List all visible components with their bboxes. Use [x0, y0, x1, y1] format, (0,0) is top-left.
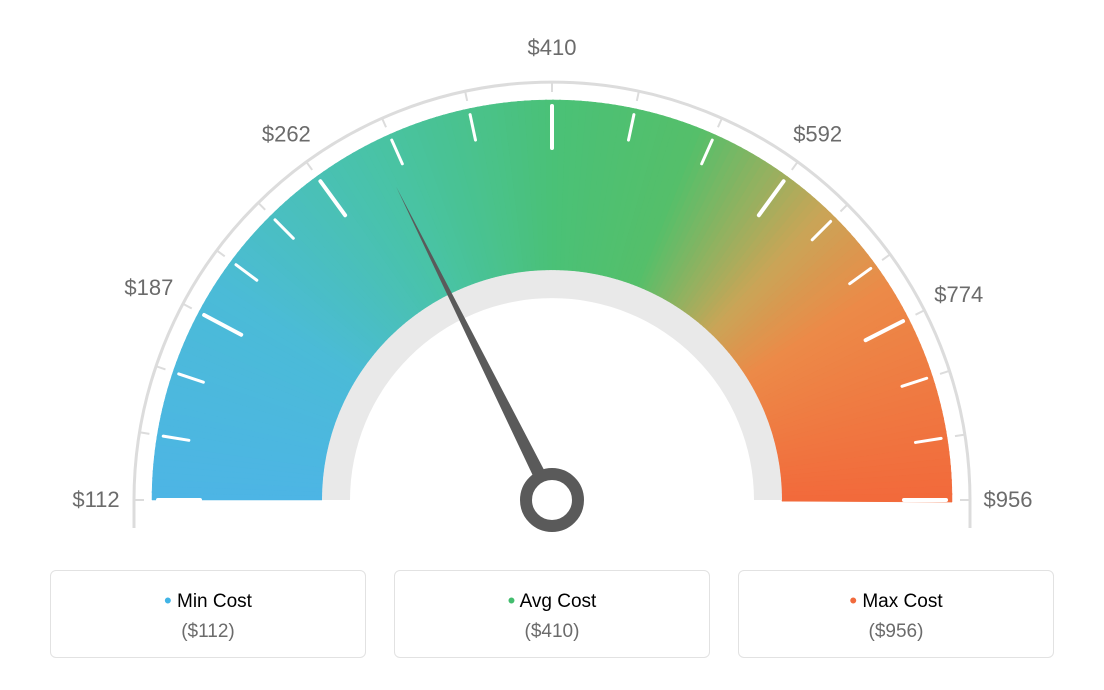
dot-icon: • [849, 588, 857, 613]
gauge-svg: $112 $187 $262 $410 $592 $774 $956 [0, 0, 1104, 560]
svg-text:$112: $112 [72, 487, 119, 512]
legend-max-value: ($956) [739, 621, 1053, 643]
svg-text:$592: $592 [793, 121, 842, 146]
svg-text:$187: $187 [124, 275, 173, 300]
legend-min-value: ($112) [51, 621, 365, 643]
svg-text:$774: $774 [934, 282, 983, 307]
legend-max-title: • Max Cost [739, 587, 1053, 613]
legend-min-title: • Min Cost [51, 587, 365, 613]
dot-icon: • [164, 588, 172, 613]
svg-text:$410: $410 [528, 35, 577, 60]
dot-icon: • [508, 588, 516, 613]
svg-text:$262: $262 [262, 121, 311, 146]
legend-avg-value: ($410) [395, 621, 709, 643]
legend-card-min: • Min Cost ($112) [50, 570, 366, 658]
svg-text:$956: $956 [984, 487, 1033, 512]
legend-min-label: Min Cost [177, 591, 252, 612]
legend-avg-label: Avg Cost [520, 591, 597, 612]
legend-avg-title: • Avg Cost [395, 587, 709, 613]
legend-card-avg: • Avg Cost ($410) [394, 570, 710, 658]
gauge-chart: $112 $187 $262 $410 $592 $774 $956 [0, 0, 1104, 560]
legend-card-max: • Max Cost ($956) [738, 570, 1054, 658]
legend-max-label: Max Cost [862, 591, 942, 612]
legend-row: • Min Cost ($112) • Avg Cost ($410) • Ma… [0, 570, 1104, 658]
